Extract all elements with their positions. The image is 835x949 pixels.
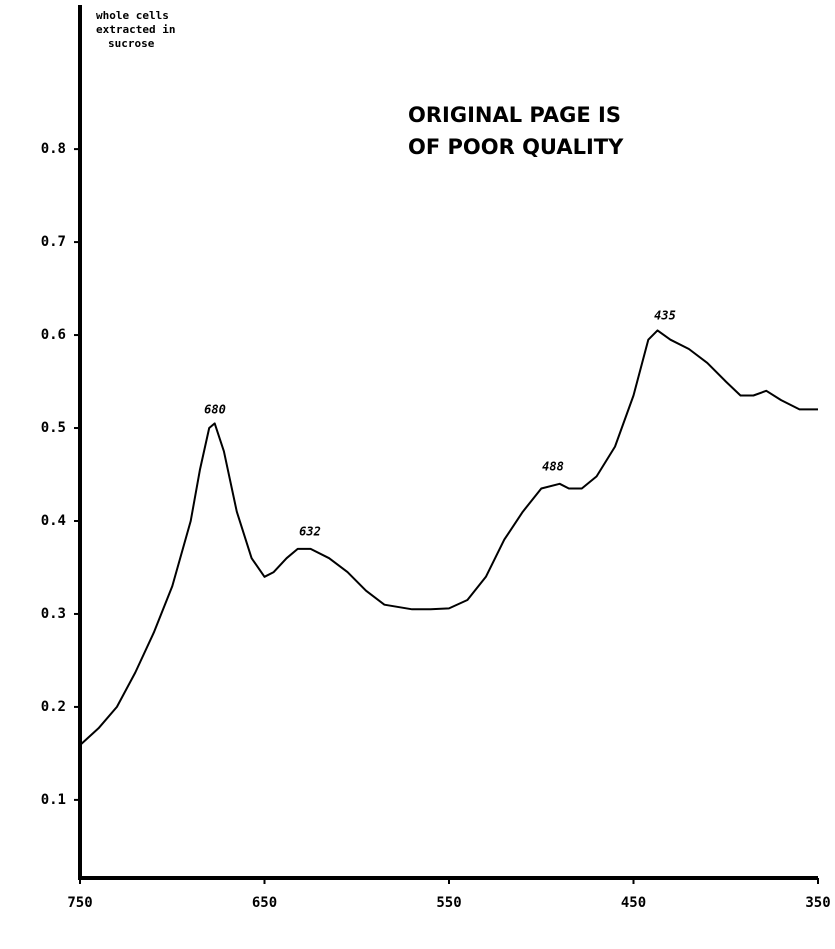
y-tick-label: 0.2 xyxy=(41,699,66,715)
peak-label: 488 xyxy=(542,460,564,474)
peak-label: 632 xyxy=(299,525,321,539)
y-tick-label: 0.6 xyxy=(41,327,66,343)
y-tick-label: 0.1 xyxy=(41,792,66,808)
x-tick-label: 650 xyxy=(252,895,277,911)
stamp: ORIGINAL PAGE IS xyxy=(408,103,621,127)
annotation: whole cells xyxy=(96,9,169,22)
annotation: sucrose xyxy=(108,37,155,50)
peak-label: 435 xyxy=(654,309,676,323)
x-tick-label: 350 xyxy=(805,895,830,911)
y-tick-label: 0.7 xyxy=(41,234,66,250)
x-tick-label: 750 xyxy=(67,895,92,911)
x-tick-label: 550 xyxy=(436,895,461,911)
peak-label: 680 xyxy=(204,403,226,417)
annotation: extracted in xyxy=(96,23,175,36)
stamp: OF POOR QUALITY xyxy=(408,135,624,159)
x-tick-label: 450 xyxy=(621,895,646,911)
y-tick-label: 0.4 xyxy=(41,513,66,529)
y-tick-label: 0.8 xyxy=(41,141,66,157)
spectrum-line xyxy=(79,329,818,746)
y-tick-label: 0.5 xyxy=(41,420,66,436)
y-tick-label: 0.3 xyxy=(41,606,66,622)
